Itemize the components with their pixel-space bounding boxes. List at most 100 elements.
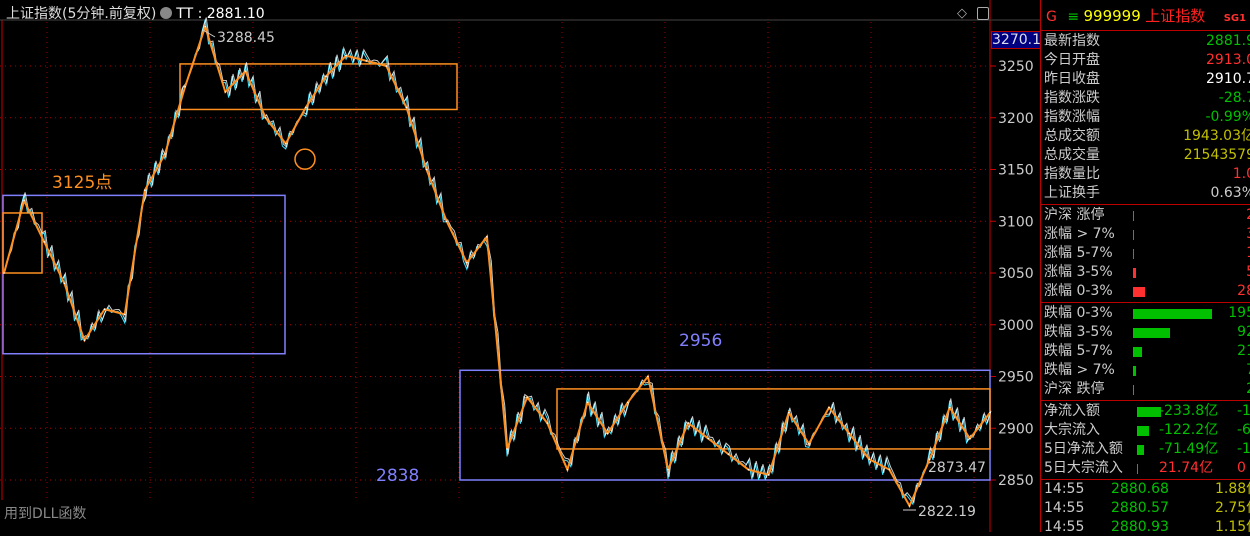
quote-value: 0.63% [1210,185,1250,201]
price-point [606,432,609,435]
down-bar [1133,309,1212,319]
support-box [2,194,286,355]
down-label: 跌幅 3-5% [1044,324,1113,340]
y-tick-label: 3100 [998,214,1034,230]
quote-section: 最新指数 2881.9 今日开盘 2913.0 昨日收盘 2910.7 指数涨跌 -28.7 指… [1041,31,1250,205]
down-label: 沪深 跌停 [1044,381,1105,397]
y-tick-label: 3000 [998,318,1034,334]
price-point [3,272,5,274]
down-count: 195 [1228,305,1250,321]
price-point [284,142,287,145]
price-point [123,313,126,316]
tick-price: 2880.57 [1111,500,1169,516]
flow-value: 21.74亿 [1159,460,1214,476]
price-point [747,468,750,471]
flow-label: 净流入额 [1044,403,1100,419]
quote-value: -28.7 [1218,90,1250,106]
price-point [345,54,347,57]
inner-box [556,388,991,450]
quote-label: 最新指数 [1044,33,1100,49]
quote-value: 1.0 [1232,166,1250,182]
zigzag-line [3,23,991,509]
stock-code: 999999 [1083,7,1141,25]
kline-chart[interactable]: 3250 3200 3150 3100 3050 3000 2950 2900 2850 3288… [0,0,1041,532]
down-label: 跌幅 5-7% [1044,343,1113,359]
tick-time: 14:55 [1044,519,1085,532]
flow-value-2: -1 [1237,441,1250,457]
price-point [466,261,468,264]
g-icon[interactable]: G [1046,9,1057,25]
panel-header: G ≡ 999999 上证指数 SG1 XG [1041,0,1250,31]
price-point [144,189,146,191]
price-point [224,91,227,93]
price-point [244,70,247,72]
tick-time: 14:55 [1044,481,1085,497]
diamond-icon[interactable]: ◇ [957,6,967,21]
price-point [405,106,408,109]
y-tick-label: 3050 [998,266,1034,282]
flow-value-2: 0 [1237,460,1246,476]
price-point [103,308,106,311]
quote-label: 总成交量 [1044,147,1100,163]
down-count: 21 [1237,343,1250,359]
price-point [23,199,25,202]
down-bar [1133,347,1142,357]
flow-value-2: -6 [1237,422,1250,438]
range-top-label: 2956 [679,331,722,351]
up-bar [1133,287,1145,297]
price-point [687,422,689,424]
up-label: 涨幅 5-7% [1044,245,1113,261]
price-point [305,106,307,109]
quote-panel: G ≡ 999999 上证指数 SG1 XG 最新指数 2881.9 今日开盘 291… [1040,0,1250,532]
price-point [808,442,810,445]
flow-value: -71.49亿 [1159,441,1219,457]
down-bar [1133,385,1134,395]
current-price-label: 3270.1 [991,31,1041,49]
price-point [63,282,66,285]
price-chart-svg[interactable]: 3250 3200 3150 3100 3050 3000 2950 2900 2850 3288… [0,0,1040,532]
quote-label: 上证换手 [1044,185,1100,201]
price-point [486,235,488,238]
quote-label: 今日开盘 [1044,52,1100,68]
price-point [164,153,166,155]
small-box [2,212,43,274]
down-label: 跌幅 0-3% [1044,305,1113,321]
quote-value: 21543579 [1183,147,1250,163]
tick-price: 2880.68 [1111,481,1169,497]
box1-label: 3125点 [52,173,112,193]
y-tick-label: 3200 [998,111,1034,127]
up-section: 沪深 涨停 2 涨幅 > 7% 3 涨幅 5-7% 1 涨幅 3-5% 5 涨幅 0-3% 28 [1041,205,1250,303]
quote-value: 2881.9 [1206,33,1250,49]
down-count: 7 [1246,361,1250,380]
dropdown-icon[interactable] [160,7,173,19]
panel-toggle-icon[interactable] [977,7,989,20]
flow-bar [1137,464,1138,474]
price-point [425,168,428,171]
price-point [828,406,830,409]
price-point [264,116,267,119]
price-point [204,25,207,28]
quote-label: 指数量比 [1044,166,1100,182]
last-label: 2873.47 [928,460,986,476]
quote-value: 1943.03亿 [1183,128,1250,144]
down-section: 跌幅 0-3% 195 跌幅 3-5% 92 跌幅 5-7% 21 跌幅 > 7% 7 沪深 跌… [1041,303,1250,401]
price-point [546,422,549,424]
quote-label: 指数涨幅 [1044,109,1100,125]
range-box [459,369,991,481]
flow-label: 大宗流入 [1044,422,1100,438]
price-point [969,437,971,440]
price-point [566,468,569,471]
menu-icon[interactable]: ≡ [1067,9,1080,25]
price-point [445,220,448,223]
chart-title-text: 上证指数(5分钟.前复权) [6,6,157,22]
flow-label: 5日大宗流入 [1044,460,1123,476]
indicator-value: 2881.10 [206,6,265,22]
high-pointer [202,29,216,38]
quote-label: 指数涨跌 [1044,90,1100,106]
up-count: 1 [1246,244,1250,263]
flow-bar [1137,445,1144,455]
top-box [179,63,458,111]
quote-value: 2913.0 [1206,52,1250,68]
price-point [707,437,710,440]
down-bar [1133,366,1136,376]
